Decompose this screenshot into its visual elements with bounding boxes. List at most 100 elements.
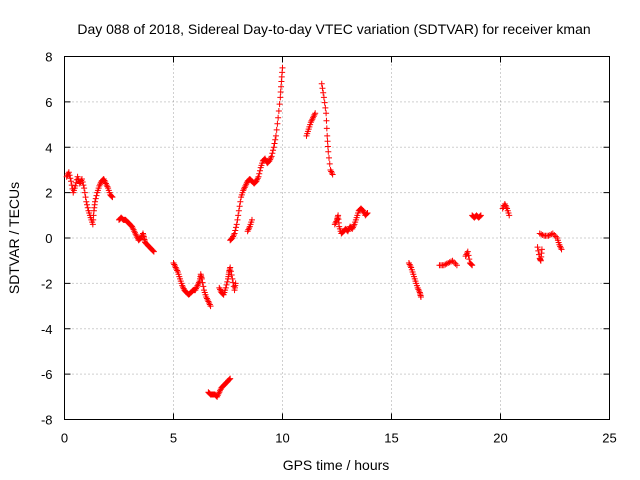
data-point — [81, 189, 88, 196]
grid-lines — [64, 56, 610, 420]
data-point — [506, 212, 513, 219]
data-point — [275, 114, 282, 121]
data-point — [534, 244, 541, 251]
data-point — [232, 227, 239, 234]
data-point — [228, 272, 235, 279]
data-point — [468, 261, 475, 268]
data-point — [150, 248, 157, 255]
data-point — [84, 204, 91, 211]
data-point — [235, 212, 242, 219]
data-point — [108, 192, 115, 199]
data-point — [326, 160, 333, 167]
data-point — [363, 210, 370, 217]
data-point — [236, 203, 243, 210]
data-point — [92, 195, 99, 202]
data-point — [226, 376, 233, 383]
data-point — [229, 275, 236, 282]
data-point — [319, 85, 326, 92]
data-point — [65, 169, 72, 176]
data-point — [235, 207, 242, 214]
data-point — [79, 179, 86, 186]
data-point — [68, 178, 75, 185]
data-point — [273, 126, 280, 133]
plot-frame — [64, 56, 610, 420]
data-point — [227, 264, 234, 271]
data-point — [66, 172, 73, 179]
data-point — [246, 225, 253, 232]
data-point — [465, 252, 472, 259]
data-point — [364, 210, 371, 217]
data-point — [318, 80, 325, 87]
data-point — [199, 279, 206, 286]
data-point — [320, 94, 327, 101]
data-point — [469, 262, 476, 269]
y-tick-label: -6 — [41, 367, 53, 382]
data-point — [323, 117, 330, 124]
data-point — [407, 262, 414, 269]
data-point — [464, 248, 471, 255]
data-point — [269, 150, 276, 157]
x-tick-labels: 0 5 10 15 20 25 — [61, 431, 617, 446]
data-point — [224, 278, 231, 285]
data-point — [256, 170, 263, 177]
data-point — [232, 224, 239, 231]
data-point — [558, 246, 565, 253]
data-point — [272, 132, 279, 139]
x-tick-label: 15 — [384, 431, 398, 446]
y-tick-label: 0 — [45, 231, 52, 246]
data-point — [198, 275, 205, 282]
data-point — [200, 283, 207, 290]
data-point — [477, 213, 484, 220]
data-point — [312, 110, 319, 117]
data-point — [81, 185, 88, 192]
data-point — [68, 182, 75, 189]
data-point — [477, 212, 484, 219]
data-point — [237, 198, 244, 205]
data-point — [548, 231, 555, 238]
data-point — [248, 216, 255, 223]
y-tick-label: 6 — [45, 95, 52, 110]
x-tick-label: 25 — [602, 431, 616, 446]
y-tick-label: 2 — [45, 186, 52, 201]
data-point — [557, 243, 564, 250]
data-point — [233, 221, 240, 228]
data-point — [232, 280, 239, 287]
data-point — [234, 216, 241, 223]
x-axis-label: GPS time / hours — [283, 457, 390, 473]
data-point — [450, 259, 457, 266]
data-point — [551, 231, 558, 238]
data-point — [223, 281, 230, 288]
x-tick-label: 5 — [170, 431, 177, 446]
data-point — [448, 258, 455, 265]
data-point — [277, 89, 284, 96]
x-tick-label: 20 — [493, 431, 507, 446]
data-point — [535, 247, 542, 254]
data-point — [207, 303, 214, 310]
data-point — [230, 279, 237, 286]
data-point — [320, 89, 327, 96]
data-point — [227, 375, 234, 382]
data-point — [84, 201, 91, 208]
x-tick-label: 10 — [275, 431, 289, 446]
data-point — [256, 167, 263, 174]
data-point — [222, 284, 229, 291]
data-point — [80, 182, 87, 189]
data-point — [72, 182, 79, 189]
data-point — [255, 173, 262, 180]
y-tick-label: 8 — [45, 50, 52, 65]
chart-title: Day 088 of 2018, Sidereal Day-to-day VTE… — [77, 21, 590, 37]
data-point — [538, 246, 545, 253]
y-tick-label: -4 — [41, 322, 53, 337]
data-point — [328, 168, 335, 175]
data-point — [324, 143, 331, 150]
data-point — [416, 287, 423, 294]
data-point — [227, 268, 234, 275]
data-point — [150, 247, 157, 254]
data-point — [321, 99, 328, 106]
y-tick-label: -2 — [41, 276, 53, 291]
data-point — [272, 136, 279, 143]
data-point — [329, 171, 336, 178]
data-point — [406, 261, 413, 268]
data-point — [453, 262, 460, 269]
